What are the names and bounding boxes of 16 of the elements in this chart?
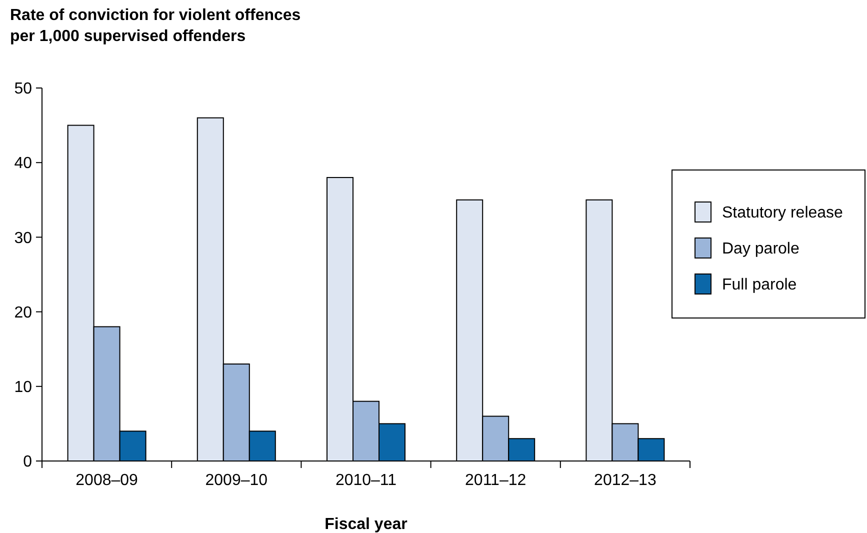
legend-label: Day parole — [722, 240, 800, 258]
chart-title: Rate of conviction for violent offences per 1,000 supervised offenders — [10, 7, 301, 45]
x-tick-label: 2008–09 — [76, 472, 138, 489]
x-axis-title: Fiscal year — [324, 516, 408, 533]
y-tick-label: 20 — [14, 304, 32, 322]
x-tick-label: 2010–11 — [335, 472, 397, 489]
y-tick-label: 10 — [14, 379, 32, 396]
y-tick-label: 30 — [14, 230, 32, 247]
x-tick-label: 2009–10 — [205, 472, 268, 489]
legend-label: Full parole — [722, 276, 797, 294]
legend-label: Statutory release — [722, 204, 844, 222]
y-tick-label: 40 — [14, 155, 32, 172]
y-tick-label: 50 — [14, 80, 32, 98]
x-tick-label: 2011–12 — [465, 472, 526, 489]
x-tick-label: 2012–13 — [594, 472, 656, 489]
y-tick-label: 0 — [23, 454, 32, 471]
